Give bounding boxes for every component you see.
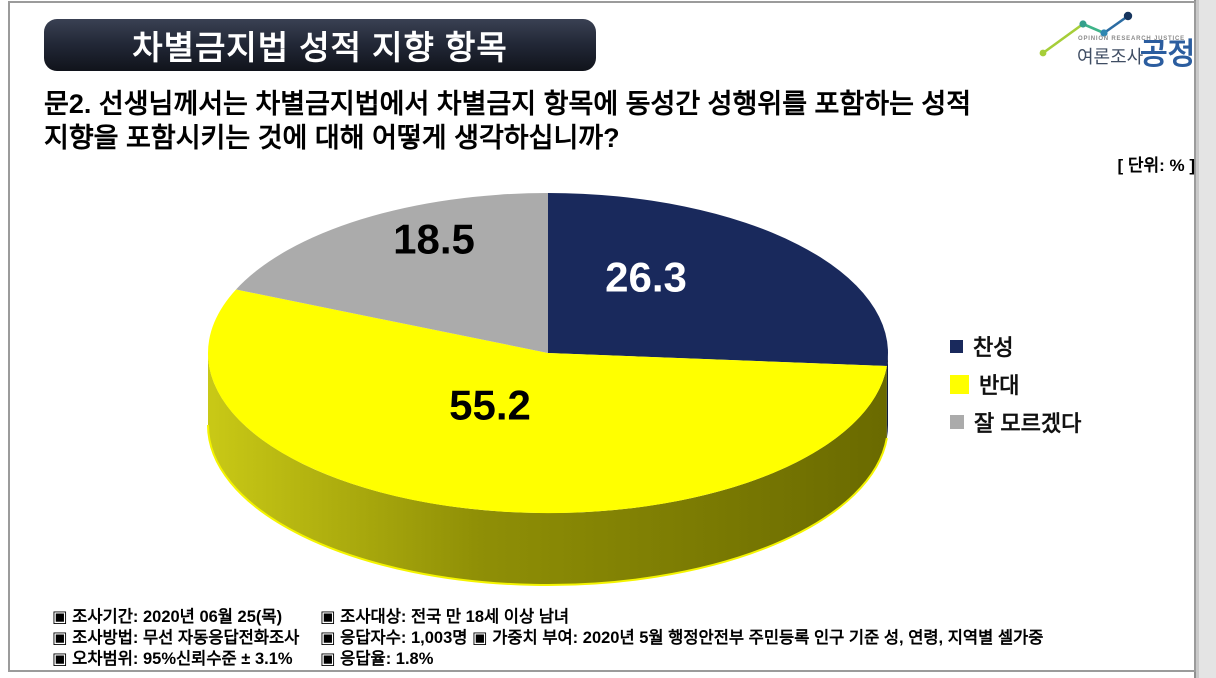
pie-rim-bottom-highlight [207,424,888,587]
pie-slice-agree [548,193,889,367]
page-frame: 차별금지법 성적 지향 항목 문2. 선생님께서는 차별금지법에서 차별금지 항… [8,1,1196,672]
page-title: 차별금지법 성적 지향 항목 [132,29,508,66]
legend-swatch-unsure [950,415,964,429]
survey-respondents-weighting: ▣ 응답자수: 1,003명 ▣ 가중치 부여: 2020년 5월 행정안전부 … [320,629,1044,647]
pie-value-unsure: 18.5 [393,216,475,263]
legend-label-unsure: 잘 모르겠다 [974,411,1082,436]
survey-target: ▣ 조사대상: 전국 만 18세 이상 남녀 [320,608,570,626]
legend-label-oppose: 반대 [979,373,1020,398]
survey-meta-row: ▣ 조사기간: 2020년 06월 25(목) ▣ 조사대상: 전국 만 18세… [52,607,1192,628]
pie-rim-oppose [207,353,887,586]
logo-tagline: OPINION RESEARCH JUSTICE [1078,36,1185,42]
survey-meta-row: ▣ 오차범위: 95%신뢰수준 ± 3.1% ▣ 응답율: 1.8% [52,649,1192,670]
survey-period: ▣ 조사기간: 2020년 06월 25(목) [52,608,283,626]
legend-item-oppose: 반대 [950,371,1081,398]
pie-value-agree: 26.3 [605,254,687,301]
survey-error-margin: ▣ 오차범위: 95%신뢰수준 ± 3.1% [52,650,293,668]
legend-swatch-agree [950,339,963,353]
page-edge-gutter [1194,0,1216,678]
logo-trendline-icon [1039,11,1133,57]
survey-meta: ▣ 조사기간: 2020년 06월 25(목) ▣ 조사대상: 전국 만 18세… [52,607,1192,670]
question-line-1: 문2. 선생님께서는 차별금지법에서 차별금지 항목에 동성간 성행위를 포함하… [44,89,972,119]
pie-slice-oppose [207,289,887,514]
legend-item-unsure: 잘 모르겠다 [950,409,1082,436]
pie-slice-unsure [236,193,548,353]
title-box: 차별금지법 성적 지향 항목 [44,19,596,71]
logo-name-prefix: 여론조사 [1077,47,1144,67]
survey-response-rate: ▣ 응답율: 1.8% [320,650,434,668]
question-text: 문2. 선생님께서는 차별금지법에서 차별금지 항목에 동성간 성행위를 포함하… [44,87,1144,155]
question-line-2: 지향을 포함시키는 것에 대해 어떻게 생각하십니까? [44,123,620,153]
chart-legend: 찬성 반대 잘 모르겠다 [950,333,1081,447]
legend-label-agree: 찬성 [973,335,1014,360]
legend-swatch-oppose [950,374,969,394]
pie-value-oppose: 55.2 [449,382,531,429]
unit-label: [ 단위: % ] [1117,156,1195,175]
legend-item-agree: 찬성 [950,333,1081,360]
survey-meta-row: ▣ 조사방법: 무선 자동응답전화조사 ▣ 응답자수: 1,003명 ▣ 가중치… [52,628,1192,649]
logo: OPINION RESEARCH JUSTICE 여론조사 공정 [1038,9,1198,71]
pie-rim-agree [886,353,888,439]
survey-method: ▣ 조사방법: 무선 자동응답전화조사 [52,629,300,647]
pie-chart-svg: 26.3 18.5 55.2 [207,193,889,587]
logo-name-main: 공정 [1140,38,1196,71]
pie-chart: 26.3 18.5 55.2 [168,181,928,611]
